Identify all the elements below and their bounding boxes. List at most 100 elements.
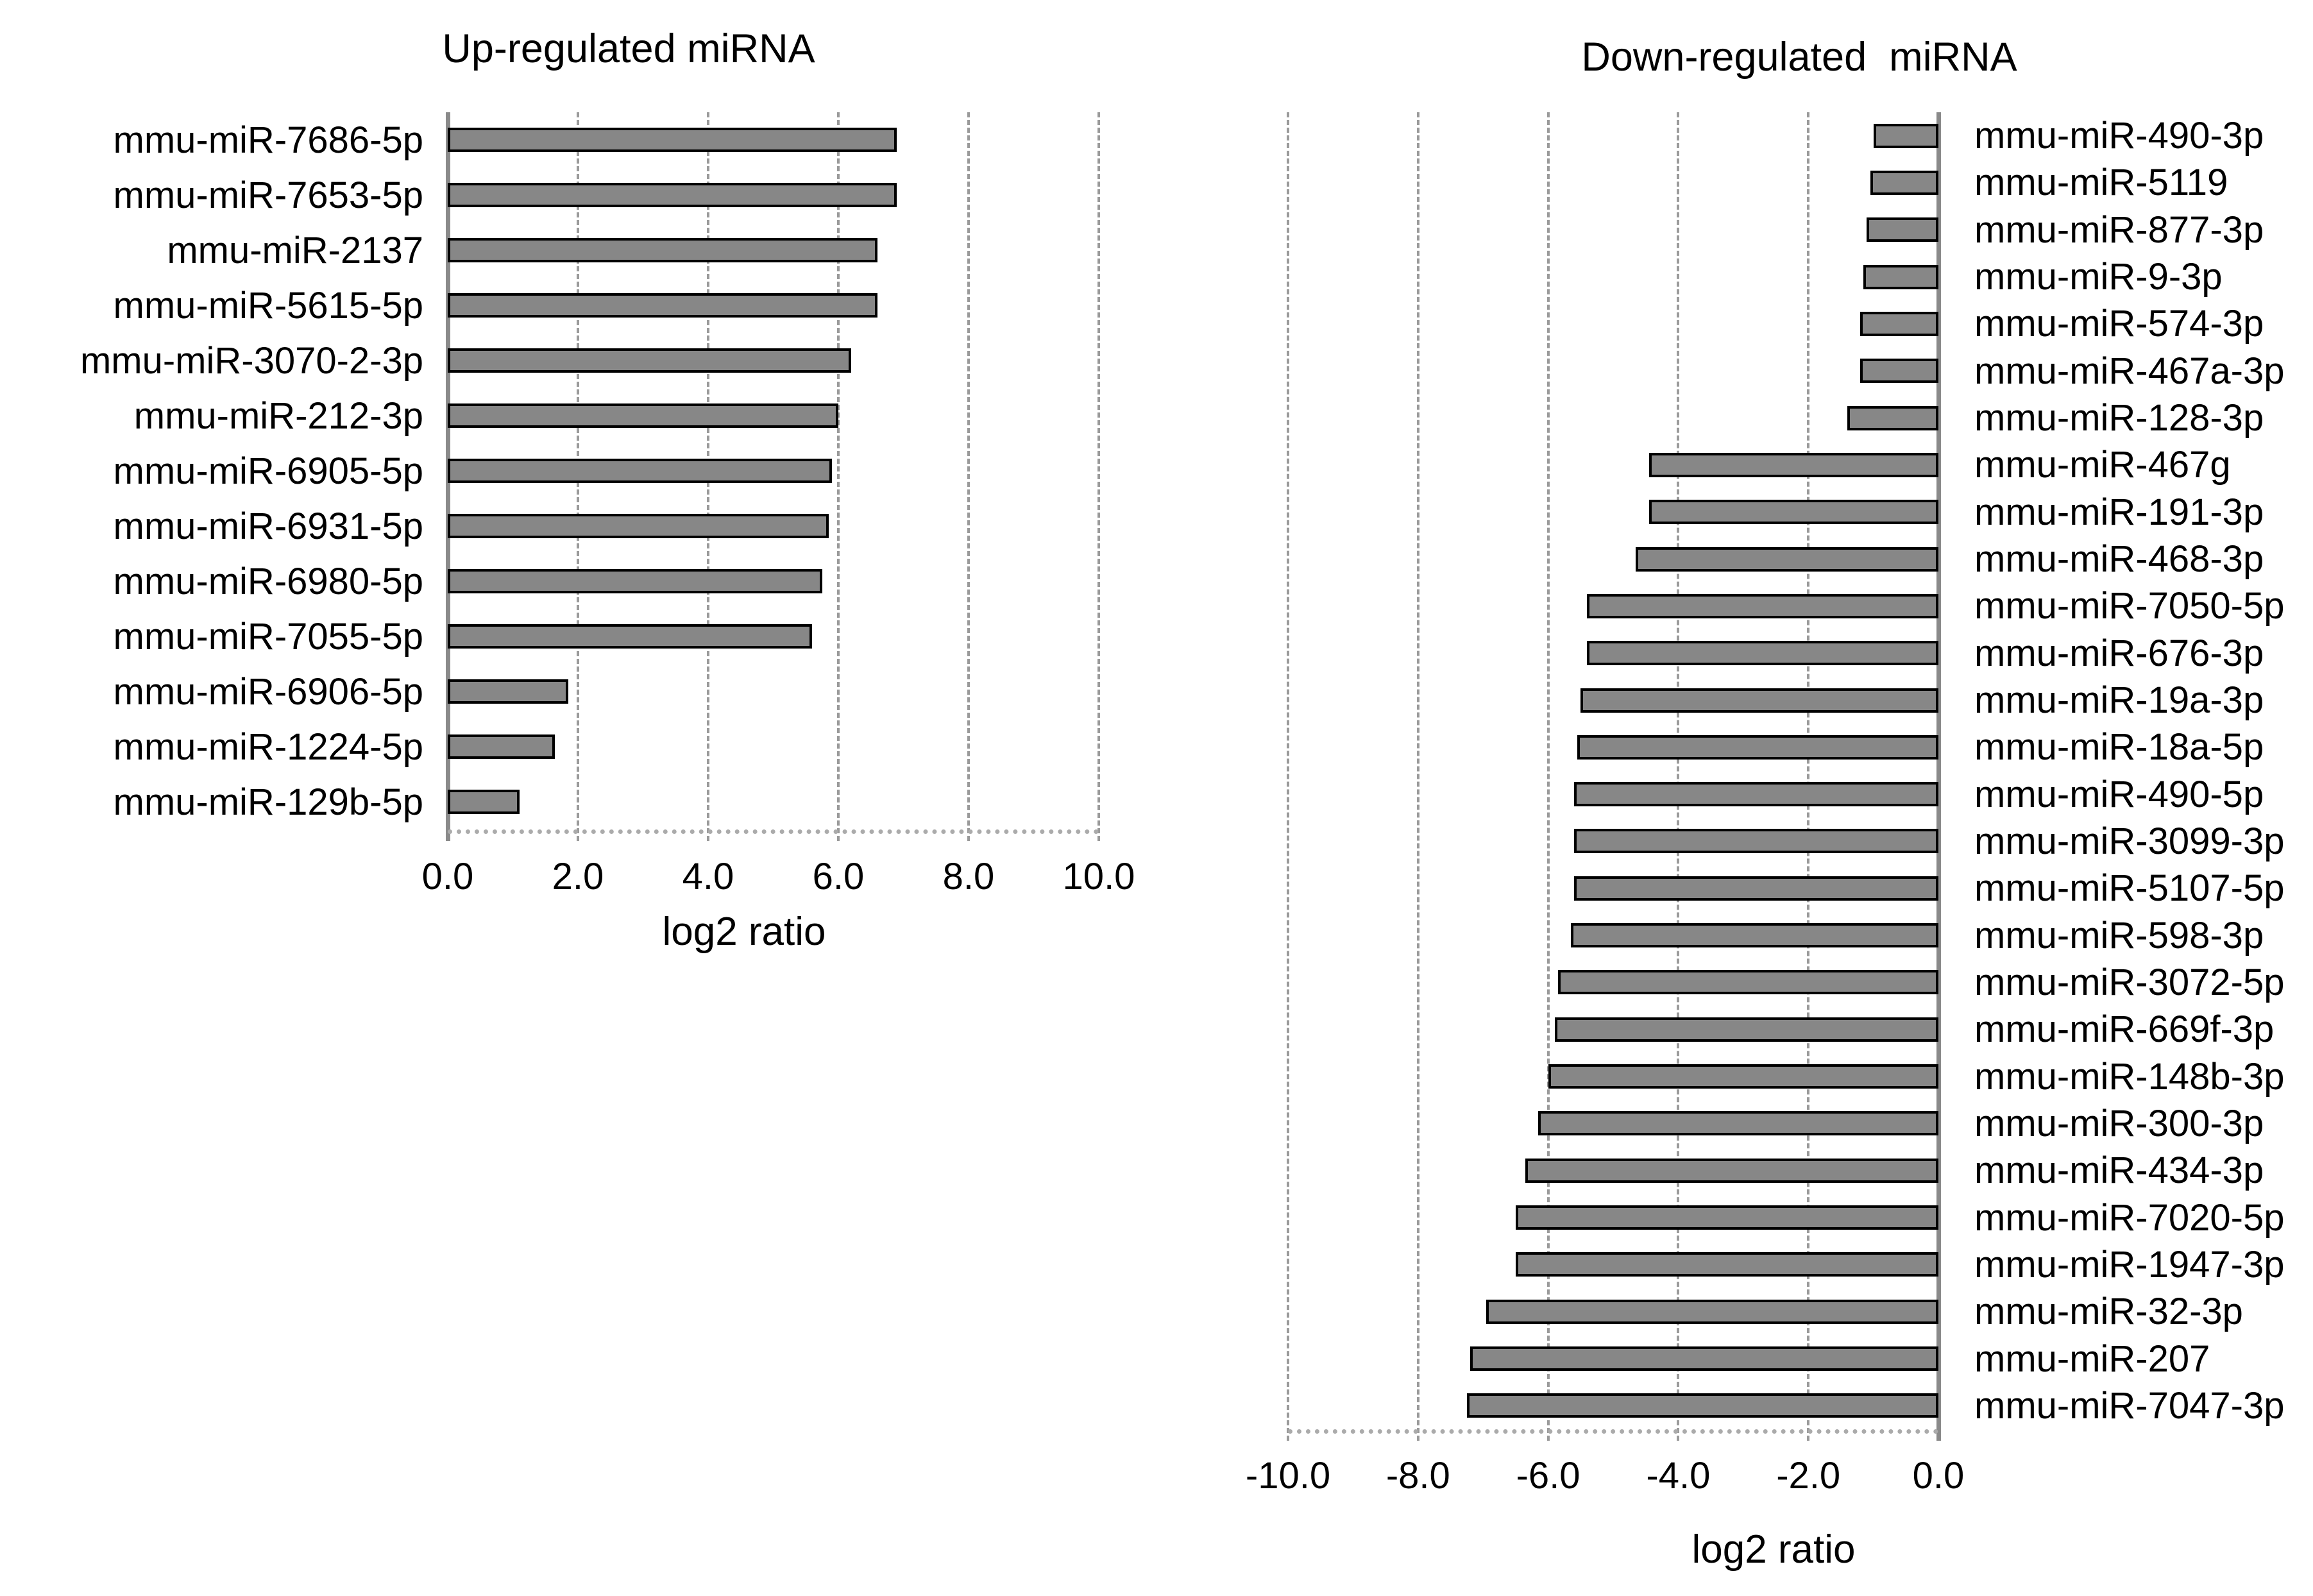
gridline <box>1097 112 1100 841</box>
chart-up-title: Up-regulated miRNA <box>442 26 815 71</box>
category-label: mmu-miR-7653-5p <box>113 174 423 216</box>
category-label: mmu-miR-1947-3p <box>1974 1243 2285 1286</box>
bar-mmu-miR-3070-2-3p <box>448 348 852 373</box>
bar-mmu-miR-191-3p <box>1648 500 1938 525</box>
x-tick-label: -10.0 <box>1245 1455 1331 1497</box>
chart-down-xaxis-label: log2 ratio <box>1691 1527 1856 1572</box>
bar-mmu-miR-1224-5p <box>448 734 555 759</box>
category-label: mmu-miR-148b-3p <box>1974 1055 2285 1098</box>
bar-mmu-miR-7020-5p <box>1515 1205 1938 1230</box>
chart-up-xaxis-label: log2 ratio <box>662 910 826 954</box>
bar-mmu-miR-6906-5p <box>448 679 568 704</box>
x-axis-baseline <box>448 829 1099 834</box>
category-label: mmu-miR-19a-3p <box>1974 679 2264 721</box>
gridline <box>837 112 840 841</box>
bar-mmu-miR-7055-5p <box>448 624 813 649</box>
bar-mmu-miR-129b-5p <box>448 790 520 814</box>
x-tick-label: -2.0 <box>1776 1455 1841 1497</box>
gridline <box>1416 112 1419 1441</box>
x-tick-label: 10.0 <box>1062 856 1135 897</box>
category-label: mmu-miR-7020-5p <box>1974 1196 2285 1239</box>
bar-mmu-miR-207 <box>1470 1346 1938 1371</box>
category-label: mmu-miR-32-3p <box>1974 1291 2243 1333</box>
bar-mmu-miR-467g <box>1648 452 1938 477</box>
category-label: mmu-miR-7055-5p <box>113 615 423 658</box>
category-label: mmu-miR-212-3p <box>133 395 423 437</box>
gridline <box>1677 112 1680 1441</box>
category-label: mmu-miR-490-3p <box>1974 115 2264 157</box>
category-label: mmu-miR-2137 <box>167 229 423 271</box>
bar-mmu-miR-6980-5p <box>448 569 822 593</box>
x-tick-label: -6.0 <box>1516 1455 1580 1497</box>
bar-mmu-miR-467a-3p <box>1860 359 1938 384</box>
bar-mmu-miR-3072-5p <box>1557 970 1938 995</box>
bar-mmu-miR-7653-5p <box>448 183 897 207</box>
category-label: mmu-miR-3070-2-3p <box>80 339 423 382</box>
x-tick-label: 6.0 <box>812 856 865 897</box>
bar-mmu-miR-212-3p <box>448 403 838 428</box>
bar-mmu-miR-148b-3p <box>1548 1064 1938 1089</box>
category-label: mmu-miR-207 <box>1974 1337 2210 1380</box>
category-label: mmu-miR-6980-5p <box>113 560 423 602</box>
category-label: mmu-miR-669f-3p <box>1974 1008 2275 1051</box>
bar-mmu-miR-19a-3p <box>1580 688 1938 713</box>
category-label: mmu-miR-6931-5p <box>113 505 423 547</box>
bar-mmu-miR-877-3p <box>1867 217 1938 242</box>
bar-mmu-miR-6931-5p <box>448 514 829 538</box>
chart-down-title: Down-regulated miRNA <box>1581 35 2017 80</box>
category-label: mmu-miR-3099-3p <box>1974 820 2285 862</box>
bar-mmu-miR-128-3p <box>1847 405 1938 430</box>
category-label: mmu-miR-300-3p <box>1974 1102 2264 1144</box>
bar-mmu-miR-669f-3p <box>1554 1017 1938 1042</box>
x-axis-baseline <box>1288 1429 1938 1434</box>
bar-mmu-miR-6905-5p <box>448 459 832 483</box>
gridline <box>1287 112 1289 1441</box>
x-tick-label: 0.0 <box>1912 1455 1965 1497</box>
category-label: mmu-miR-467a-3p <box>1974 350 2285 392</box>
category-label: mmu-miR-676-3p <box>1974 632 2264 674</box>
category-label: mmu-miR-467g <box>1974 444 2231 486</box>
category-label: mmu-miR-490-5p <box>1974 773 2264 815</box>
bar-mmu-miR-2137 <box>448 238 877 262</box>
category-label: mmu-miR-9-3p <box>1974 256 2223 298</box>
bar-mmu-miR-490-3p <box>1873 123 1938 148</box>
bar-mmu-miR-490-5p <box>1574 782 1938 807</box>
category-label: mmu-miR-7050-5p <box>1974 585 2285 627</box>
category-label: mmu-miR-191-3p <box>1974 491 2264 533</box>
bar-mmu-miR-7686-5p <box>448 128 897 152</box>
category-label: mmu-miR-877-3p <box>1974 208 2264 251</box>
category-label: mmu-miR-18a-5p <box>1974 726 2264 768</box>
bar-mmu-miR-5615-5p <box>448 293 877 318</box>
x-tick-label: 0.0 <box>421 856 474 897</box>
category-label: mmu-miR-6905-5p <box>113 450 423 492</box>
bar-mmu-miR-468-3p <box>1636 547 1938 572</box>
bar-mmu-miR-574-3p <box>1860 311 1938 336</box>
category-label: mmu-miR-468-3p <box>1974 538 2264 581</box>
bar-mmu-miR-1947-3p <box>1515 1252 1938 1277</box>
bar-mmu-miR-676-3p <box>1587 641 1938 666</box>
gridline <box>1807 112 1810 1441</box>
category-label: mmu-miR-3072-5p <box>1974 961 2285 1003</box>
bar-mmu-miR-5119 <box>1870 170 1938 195</box>
bar-mmu-miR-32-3p <box>1486 1299 1938 1324</box>
bar-mmu-miR-9-3p <box>1863 264 1938 289</box>
bar-mmu-miR-598-3p <box>1571 923 1938 948</box>
bar-mmu-miR-7050-5p <box>1587 593 1938 618</box>
category-label: mmu-miR-434-3p <box>1974 1150 2264 1192</box>
category-label: mmu-miR-7686-5p <box>113 119 423 161</box>
x-tick-label: 2.0 <box>552 856 604 897</box>
x-tick-label: -4.0 <box>1646 1455 1711 1497</box>
category-label: mmu-miR-574-3p <box>1974 303 2264 345</box>
category-label: mmu-miR-6906-5p <box>113 670 423 713</box>
gridline <box>967 112 970 841</box>
bar-mmu-miR-434-3p <box>1525 1158 1938 1183</box>
category-label: mmu-miR-598-3p <box>1974 914 2264 956</box>
category-label: mmu-miR-128-3p <box>1974 397 2264 439</box>
x-tick-label: 8.0 <box>942 856 995 897</box>
bar-mmu-miR-7047-3p <box>1466 1393 1938 1418</box>
zero-axis-line <box>1936 112 1941 1441</box>
category-label: mmu-miR-129b-5p <box>113 781 423 823</box>
bar-mmu-miR-5107-5p <box>1574 876 1938 901</box>
